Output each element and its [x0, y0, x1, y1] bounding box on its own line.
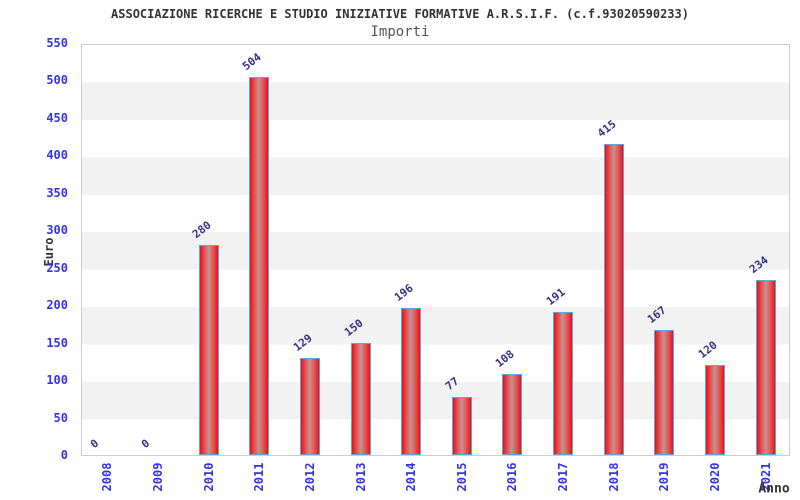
- bar-2010: [198, 245, 219, 455]
- y-tick-label: 450: [46, 110, 68, 125]
- y-tick-label: 250: [46, 260, 68, 275]
- bar-value-label: 129: [290, 331, 315, 355]
- bar-2018: [603, 144, 624, 455]
- bar-value-label: 191: [544, 285, 568, 308]
- x-tick-label-2020: 2020: [708, 462, 723, 492]
- bar-value-label: 504: [240, 50, 264, 74]
- plot-area: 0 0 280 504 129 150 196 77 108 191 415 167 120 234: [81, 44, 790, 456]
- bar-2012: [299, 358, 320, 455]
- bar-value-label: 415: [594, 117, 619, 141]
- y-axis-ticks: 0 50 100 150 200 250 300 350 400 450 500 550: [0, 36, 74, 462]
- x-tick-label-2009: 2009: [150, 462, 165, 492]
- bar-2013: [350, 342, 371, 455]
- x-tick-label-2010: 2010: [201, 462, 216, 492]
- bar-value-label: 0: [138, 436, 153, 451]
- y-tick-label: 500: [46, 73, 68, 88]
- y-tick-label: 300: [46, 223, 68, 238]
- y-tick-label: 350: [46, 185, 68, 200]
- bar-value-label: 196: [392, 281, 416, 305]
- x-tick-label-2013: 2013: [353, 462, 368, 492]
- bar-2021: [755, 279, 776, 455]
- bar-2011: [249, 77, 270, 455]
- x-tick-label-2015: 2015: [454, 462, 469, 492]
- bar-2014: [401, 308, 422, 455]
- bar-2017: [553, 311, 574, 455]
- bar-value-label: 77: [442, 374, 462, 394]
- bar-2016: [502, 374, 523, 455]
- x-tick-label-2011: 2011: [252, 462, 267, 492]
- y-tick-label: 100: [46, 373, 68, 388]
- bar-value-label: 120: [696, 338, 720, 362]
- bar-2020: [705, 365, 726, 455]
- x-tick-label-2018: 2018: [606, 462, 621, 492]
- x-axis-label: Anno: [758, 481, 790, 497]
- x-tick-label-2016: 2016: [505, 462, 520, 492]
- y-tick-label: 0: [60, 448, 68, 462]
- y-tick-label: 550: [46, 36, 68, 50]
- x-tick-label-2008: 2008: [100, 462, 115, 492]
- bar-value-label: 234: [746, 253, 771, 276]
- x-tick-label-2014: 2014: [404, 462, 419, 492]
- y-tick-label: 50: [53, 410, 68, 425]
- bar-2015: [451, 397, 472, 455]
- bar-value-label: 167: [645, 303, 670, 326]
- x-axis-ticks: 2008 2009 2010 2011 2012 2013 2014 2015 2016 2017…: [81, 456, 790, 500]
- chart-title: ASSOCIAZIONE RICERCHE E STUDIO INIZIATIV…: [111, 7, 689, 21]
- bar-value-label: 280: [189, 218, 214, 242]
- bar-value-label: 150: [341, 316, 366, 339]
- chart-subtitle: Importi: [370, 24, 430, 40]
- y-tick-label: 400: [46, 148, 68, 163]
- x-tick-label-2017: 2017: [556, 462, 571, 492]
- y-tick-label: 200: [46, 298, 68, 313]
- y-tick-label: 150: [46, 335, 68, 350]
- x-tick-label-2012: 2012: [302, 462, 317, 492]
- bar-2019: [654, 329, 675, 455]
- bar-value-label: 108: [493, 347, 518, 371]
- bar-value-label: 0: [88, 436, 102, 451]
- x-tick-label-2019: 2019: [657, 462, 672, 492]
